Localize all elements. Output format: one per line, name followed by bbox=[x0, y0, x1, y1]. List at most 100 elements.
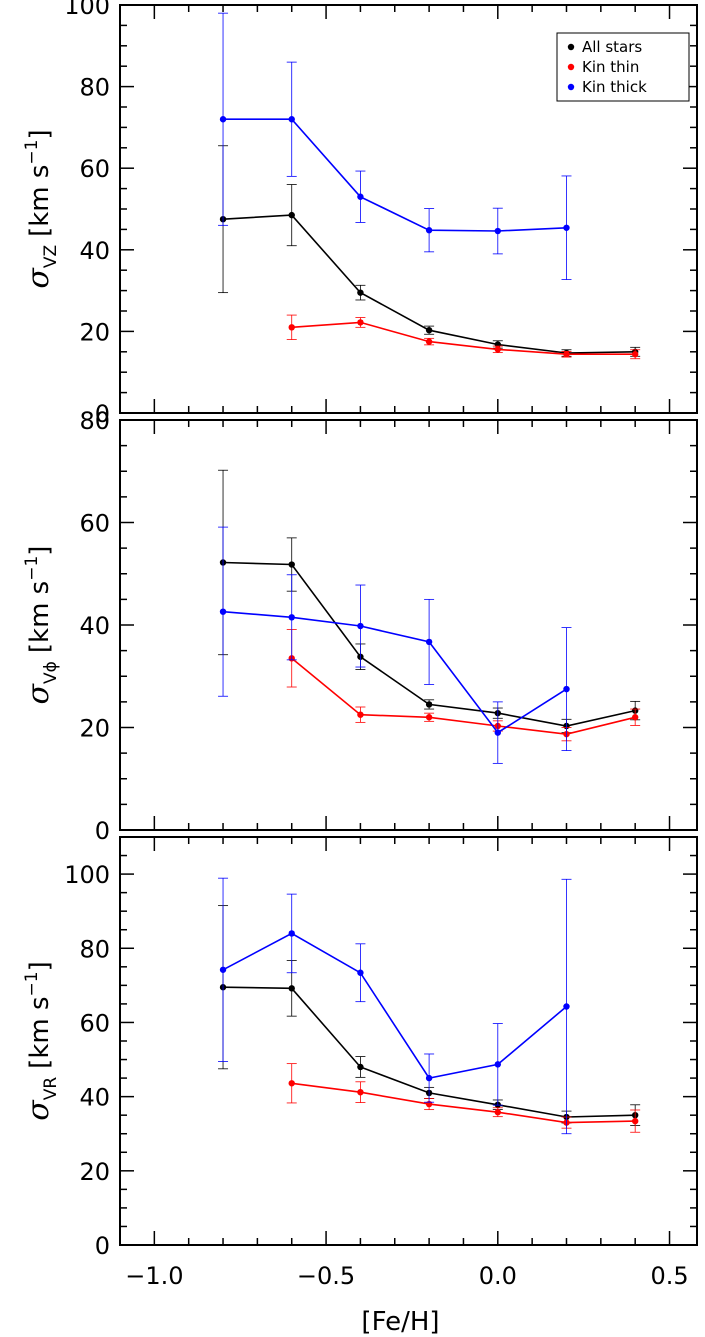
y-tick-label: 60 bbox=[79, 510, 110, 538]
y-tick-label: 20 bbox=[79, 715, 110, 743]
data-point bbox=[425, 701, 433, 708]
y-tick-label: 40 bbox=[79, 612, 110, 640]
y-title-symbol: σ bbox=[21, 682, 56, 704]
data-point bbox=[494, 1109, 501, 1116]
y-tick-label: 20 bbox=[79, 318, 110, 346]
panel-vz: 0 20 40 60 80 100 σVZ [km s−1] All stars Kin thin… bbox=[21, 0, 698, 428]
data-point bbox=[288, 561, 295, 568]
data-point bbox=[425, 326, 433, 334]
legend-label: Kin thick bbox=[582, 78, 647, 96]
y-tick-label: 60 bbox=[79, 1009, 110, 1037]
y-tick-label: 100 bbox=[64, 0, 110, 20]
y-tick-label: 0 bbox=[95, 1232, 110, 1260]
y-tick-label: 20 bbox=[79, 1158, 110, 1186]
series-line bbox=[223, 118, 567, 232]
series-kin-thick bbox=[218, 12, 572, 280]
series-line bbox=[222, 932, 568, 1079]
y-title-units: [km s bbox=[25, 165, 55, 237]
data-point bbox=[563, 224, 570, 231]
data-point bbox=[357, 289, 364, 296]
y-title-close: ] bbox=[25, 129, 55, 139]
y-tick-label: 80 bbox=[79, 935, 110, 963]
series-kin-thin bbox=[286, 314, 641, 360]
y-axis-title: σVR [km s−1] bbox=[21, 961, 61, 1121]
data-point bbox=[631, 351, 639, 358]
series-line bbox=[291, 1082, 636, 1124]
y-title-symbol: σ bbox=[21, 1099, 56, 1121]
data-point bbox=[425, 638, 433, 646]
y-axis-title: σVϕ [km s−1] bbox=[21, 546, 61, 705]
legend-marker bbox=[567, 83, 575, 91]
y-tick-label: 0 bbox=[95, 400, 110, 428]
data-point bbox=[425, 714, 433, 721]
plot-frame bbox=[119, 836, 698, 1246]
series-kin-thin bbox=[286, 629, 641, 742]
data-point bbox=[219, 966, 227, 973]
data-point bbox=[563, 685, 570, 693]
y-tick-label: 40 bbox=[79, 237, 110, 265]
y-axis-title: σVZ [km s−1] bbox=[21, 129, 61, 288]
data-point bbox=[494, 729, 501, 736]
y-title-units: [km s bbox=[25, 581, 55, 653]
data-point bbox=[425, 1074, 433, 1082]
series-line bbox=[291, 657, 636, 736]
data-point bbox=[288, 324, 295, 331]
y-title-exponent: −1 bbox=[22, 556, 42, 581]
x-tick-label: 0.5 bbox=[650, 1262, 688, 1290]
legend-marker bbox=[567, 63, 575, 71]
panel-vr: 0 20 40 60 80 100 σVR [km s−1] −1.0 −0.5 0.0 0.5 [Fe… bbox=[21, 836, 698, 1337]
legend: All stars Kin thin Kin thick bbox=[556, 32, 690, 102]
data-point bbox=[563, 1003, 570, 1010]
data-point bbox=[288, 614, 295, 621]
series-kin-thick bbox=[218, 877, 572, 1135]
y-tick-label: 60 bbox=[79, 155, 110, 183]
y-title-subscript: VR bbox=[41, 1077, 61, 1101]
x-tick-label: 0.0 bbox=[479, 1262, 517, 1290]
legend-box bbox=[556, 32, 690, 102]
data-point bbox=[631, 714, 639, 721]
y-title-units: [km s bbox=[25, 996, 55, 1068]
data-point bbox=[288, 211, 295, 219]
data-point bbox=[288, 116, 295, 123]
series-line bbox=[222, 610, 567, 734]
y-title-subscript: VZ bbox=[41, 245, 61, 268]
data-point bbox=[357, 1063, 364, 1071]
x-tick-label: −0.5 bbox=[297, 1262, 355, 1290]
data-point bbox=[563, 351, 570, 358]
y-title-close: ] bbox=[25, 961, 55, 971]
y-tick-label: 80 bbox=[79, 407, 110, 435]
y-title-close: ] bbox=[25, 546, 55, 556]
data-point bbox=[357, 319, 364, 326]
y-title-subscript: Vϕ bbox=[41, 661, 61, 684]
y-title-symbol: σ bbox=[21, 267, 56, 289]
data-point bbox=[357, 969, 364, 976]
series-kin-thin bbox=[286, 1063, 641, 1133]
x-tick-label: −1.0 bbox=[125, 1262, 183, 1290]
data-point bbox=[494, 1061, 501, 1068]
data-point bbox=[425, 338, 433, 345]
y-tick-label: 100 bbox=[64, 861, 110, 889]
data-point bbox=[357, 193, 364, 200]
legend-label: All stars bbox=[582, 38, 642, 56]
y-tick-label: 40 bbox=[79, 1084, 110, 1112]
y-tick-label: 80 bbox=[79, 74, 110, 102]
data-point bbox=[357, 622, 364, 630]
data-point bbox=[288, 985, 295, 992]
data-point bbox=[494, 346, 501, 353]
panel-vphi: 0 20 40 60 80 σVϕ [km s−1] bbox=[21, 407, 698, 845]
data-point bbox=[494, 227, 501, 235]
data-point bbox=[288, 1080, 295, 1087]
data-point bbox=[357, 1088, 364, 1096]
data-point bbox=[219, 116, 227, 123]
y-title-exponent: −1 bbox=[22, 139, 42, 164]
y-title-exponent: −1 bbox=[22, 971, 42, 996]
series-line bbox=[291, 321, 636, 356]
x-axis-title: [Fe/H] bbox=[361, 1307, 439, 1337]
series-kin-thick bbox=[218, 526, 572, 764]
plot-frame bbox=[119, 419, 698, 831]
data-point bbox=[357, 711, 364, 718]
legend-label: Kin thin bbox=[582, 58, 639, 76]
data-point bbox=[288, 930, 295, 937]
data-point bbox=[631, 1117, 639, 1125]
